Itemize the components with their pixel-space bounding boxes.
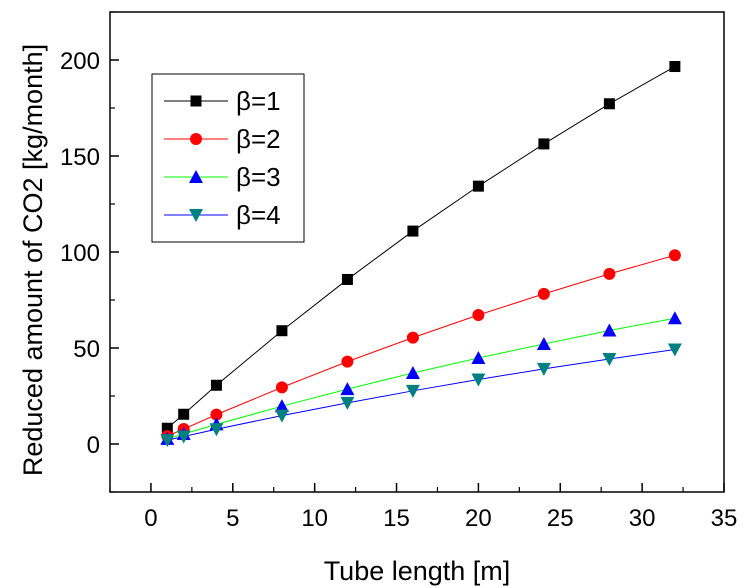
legend-label: β=4 (236, 200, 281, 230)
data-point (209, 423, 224, 437)
data-point (667, 343, 682, 357)
data-point (275, 381, 288, 394)
data-point (276, 325, 288, 337)
data-point (405, 384, 420, 398)
data-point (406, 331, 419, 344)
x-tick-label: 0 (144, 505, 157, 532)
legend-marker (190, 95, 202, 107)
data-point (603, 98, 615, 110)
legend-marker (189, 170, 203, 183)
data-point (667, 311, 682, 325)
legend-item: β=2 (164, 124, 281, 154)
y-tick-label: 200 (60, 48, 100, 75)
data-point (341, 273, 353, 285)
series-layer (160, 61, 682, 448)
legend-box (151, 73, 305, 243)
x-tick-label: 25 (547, 505, 574, 532)
legend-item: β=4 (164, 200, 281, 230)
data-point (537, 287, 550, 300)
data-point (471, 373, 486, 387)
x-tick-label: 15 (383, 505, 410, 532)
data-point (210, 408, 223, 421)
legend-label: β=2 (236, 124, 281, 154)
series-line (167, 349, 675, 441)
data-point (407, 225, 419, 237)
legend-label: β=1 (236, 86, 281, 116)
plot-frame (109, 11, 725, 493)
data-point (536, 336, 551, 350)
axis-ticks: 0 5 10 15 20 25 30 35 0 50 100 150 200 (60, 11, 738, 532)
x-tick-label: 35 (711, 505, 738, 532)
legend-item: β=3 (164, 162, 281, 192)
x-tick-label: 10 (301, 505, 328, 532)
legend-marker (190, 133, 202, 145)
y-tick-label: 150 (60, 144, 100, 171)
y-tick-label: 0 (87, 432, 100, 459)
x-axis-label: Tube length [m] (324, 556, 511, 586)
data-point (472, 180, 484, 192)
data-point (274, 399, 289, 413)
data-point (669, 61, 681, 73)
legend-marker (189, 209, 203, 222)
data-point (176, 430, 191, 444)
legend-label: β=3 (236, 162, 281, 192)
data-point (178, 408, 190, 420)
data-point (161, 422, 173, 434)
x-tick-label: 5 (226, 505, 239, 532)
data-point (340, 396, 355, 410)
data-point (602, 323, 617, 337)
data-point (603, 267, 616, 280)
data-point (341, 355, 354, 368)
legend: β=1 β=2 β=3 β=4 (151, 73, 305, 243)
series-1 (161, 61, 681, 434)
data-point (602, 352, 617, 366)
data-point (405, 365, 420, 379)
series-2 (161, 249, 681, 443)
data-point (472, 308, 485, 321)
legend-item: β=1 (164, 86, 281, 116)
y-tick-label: 100 (60, 240, 100, 267)
data-point (160, 434, 175, 448)
series-line (167, 317, 675, 440)
y-axis-label: Reduced amount of CO2 [kg/month] (18, 44, 48, 476)
y-tick-label: 50 (73, 336, 100, 363)
data-point (538, 138, 550, 150)
data-point (340, 382, 355, 396)
x-tick-label: 30 (629, 505, 656, 532)
series-line (167, 254, 676, 437)
data-point (471, 350, 486, 364)
series-4 (160, 343, 682, 448)
data-point (536, 362, 551, 376)
data-point (668, 249, 681, 262)
x-tick-label: 20 (465, 505, 492, 532)
series-line (166, 66, 676, 429)
data-point (210, 379, 222, 391)
data-point (274, 409, 289, 423)
